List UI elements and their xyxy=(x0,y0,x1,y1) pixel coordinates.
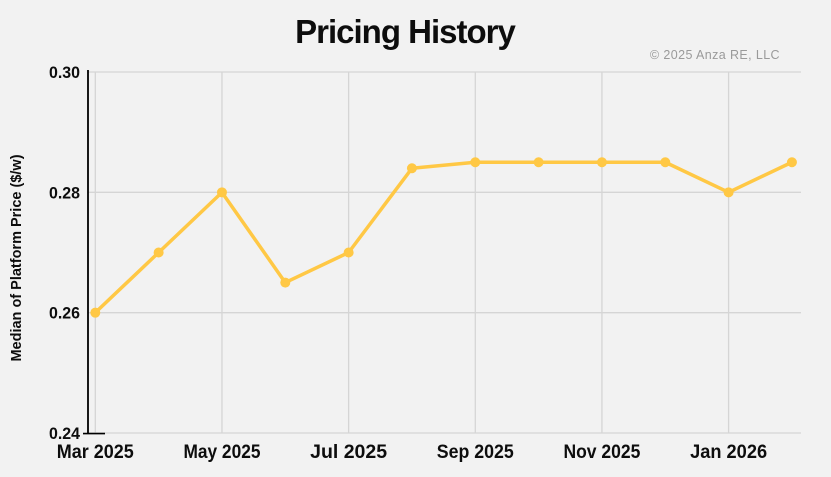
data-point-apr-2025 xyxy=(153,247,164,258)
data-point-mar-2025 xyxy=(90,307,101,318)
data-point-nov-2025 xyxy=(596,157,607,168)
data-point-oct-2025 xyxy=(533,157,544,168)
y-tick-label: 0.28 xyxy=(49,183,80,202)
data-point-dec-2025 xyxy=(660,157,671,168)
data-point-feb-2026 xyxy=(786,157,797,168)
data-point-jan-2026 xyxy=(723,187,734,198)
data-point-may-2025 xyxy=(216,187,227,198)
data-point-aug-2025 xyxy=(406,163,417,174)
x-tick-label: Jan 2026 xyxy=(690,442,767,463)
data-point-jun-2025 xyxy=(280,277,291,288)
x-tick-label: Nov 2025 xyxy=(563,442,640,463)
x-tick-label: Jul 2025 xyxy=(310,442,387,463)
data-point-jul-2025 xyxy=(343,247,354,258)
price-line xyxy=(93,160,794,315)
data-point-sep-2025 xyxy=(470,157,481,168)
copyright-text: © 2025 Anza RE, LLC xyxy=(649,48,780,62)
x-tick-label: Sep 2025 xyxy=(437,442,514,463)
y-tick-label: 0.26 xyxy=(49,304,80,323)
y-tick-label: 0.24 xyxy=(49,424,81,443)
chart-title: Pricing History xyxy=(295,13,516,50)
x-tick-label: May 2025 xyxy=(183,442,260,463)
x-tick-label: Mar 2025 xyxy=(57,442,134,463)
y-tick-label: 0.30 xyxy=(49,63,80,82)
